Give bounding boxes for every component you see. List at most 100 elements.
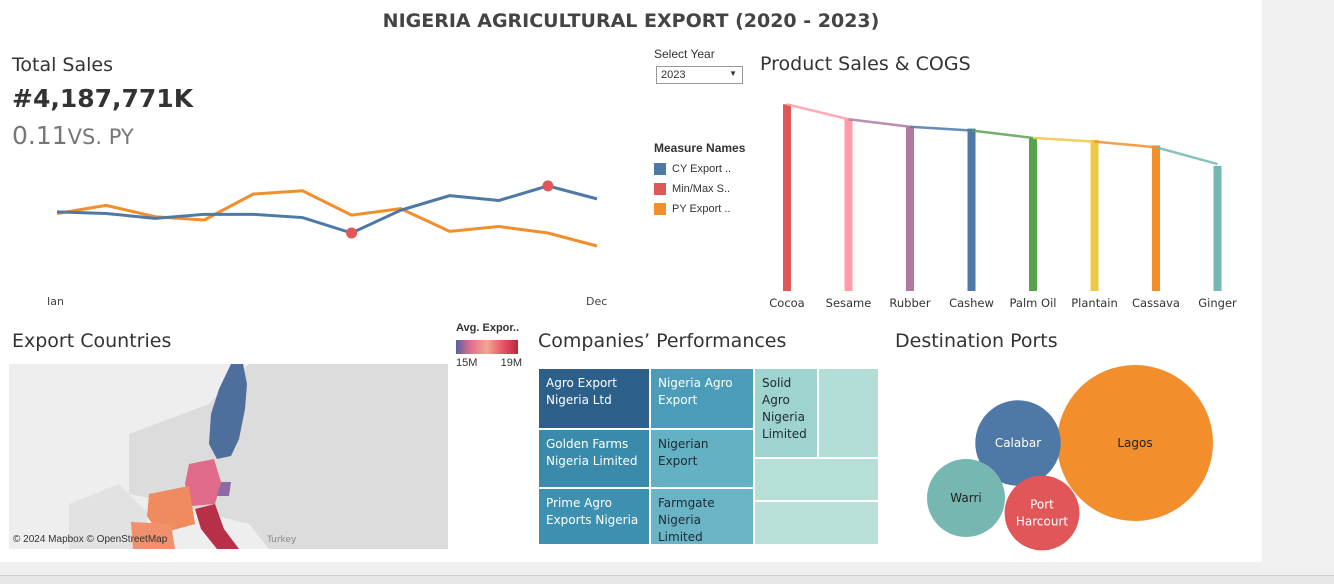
legend-item-cy[interactable]: CY Export .. — [654, 159, 745, 179]
kpi-delta: 0.11VS. PY — [12, 121, 134, 150]
port-label-warri: Warri — [950, 491, 981, 505]
line-series-py-export- — [56, 189, 598, 248]
bar-rubber — [906, 126, 914, 291]
cogs-line-segment-0 — [786, 103, 849, 121]
map-attribution: © 2024 Mapbox © OpenStreetMap — [13, 534, 168, 545]
port-label-port-harcourt: Port — [1030, 498, 1054, 512]
cogs-line-segment-1 — [848, 118, 911, 128]
legend-swatch-minmax — [654, 183, 666, 195]
treemap-cell-label: Limited — [762, 427, 807, 441]
map-legend-gradient — [456, 340, 518, 354]
treemap-cell-label: Nigeria Limited — [658, 513, 703, 544]
country-spain — [131, 522, 175, 549]
ports-title: Destination Ports — [895, 330, 1058, 352]
kpi-delta-label: VS. PY — [67, 125, 134, 149]
map-legend-min: 15M — [456, 357, 478, 369]
bar-label-ginger: Ginger — [1198, 296, 1237, 310]
map-legend-title: Avg. Expor.. — [456, 322, 520, 334]
treemap-cell-label: Farmgate — [658, 496, 715, 510]
port-bubble-warri — [927, 459, 1005, 537]
export-map[interactable]: Turkey © 2024 Mapbox © OpenStreetMap — [9, 364, 448, 549]
legend-label-py: PY Export .. — [672, 203, 731, 215]
kpi-value: #4,187,771K — [12, 84, 194, 113]
legend-swatch-cy — [654, 163, 666, 175]
bottom-tab-strip — [0, 575, 1334, 584]
treemap-cell-label: Golden Farms — [546, 437, 629, 451]
minmax-point-1 — [542, 180, 554, 192]
map-svg: Turkey — [69, 364, 448, 549]
dashboard-title: NIGERIA AGRICULTURAL EXPORT (2020 - 2023… — [382, 10, 880, 32]
country-sweden — [209, 364, 247, 459]
legend-item-minmax[interactable]: Min/Max S.. — [654, 179, 745, 199]
treemap-cell-label: Nigeria Agro — [658, 376, 733, 390]
cogs-line-segment-4 — [1032, 136, 1095, 143]
treemap-cell-label: Nigeria — [762, 410, 805, 424]
bar-cocoa — [783, 104, 791, 291]
treemap-cell-label: Export — [658, 454, 698, 468]
treemap-cell-unlabeled-9[interactable] — [754, 501, 879, 545]
kpi-title: Total Sales — [12, 54, 113, 76]
companies-treemap: Agro Export Nigeria Ltd Golden Farms Nigeri… — [538, 368, 879, 545]
cogs-line-segment-6 — [1155, 146, 1218, 166]
sales-line-chart: Jan Dec — [46, 180, 607, 305]
port-bubble-port-harcourt — [1004, 475, 1080, 551]
map-legend: Avg. Expor.. 15M 19M — [456, 322, 522, 369]
treemap-cell-solid-agro-nigeria-limited[interactable]: Solid Agro Nigeria Limited — [754, 368, 818, 458]
treemap-cell-nigerian-export[interactable]: Nigerian Export — [650, 429, 754, 488]
kpi-delta-value: 0.11 — [12, 121, 68, 150]
bar-ginger — [1213, 165, 1222, 291]
legend-label-minmax: Min/Max S.. — [672, 183, 731, 195]
ports-bubble-chart: Lagos Calabar Warri Port Harcourt — [927, 365, 1213, 551]
treemap-cell-prime-agro-exports-nigeria[interactable]: Prime Agro Exports Nigeria — [538, 488, 650, 545]
line-series-cy-export- — [56, 184, 598, 235]
map-label-turkey: Turkey — [266, 535, 297, 545]
dashboard: NIGERIA AGRICULTURAL EXPORT (2020 - 2023… — [0, 0, 1262, 562]
bar-palm-oil — [1029, 137, 1037, 291]
bar-sesame — [844, 119, 853, 291]
country-poland — [217, 482, 231, 496]
treemap-cell-label: Nigeria Limited — [546, 454, 638, 468]
companies-title: Companies’ Performances — [538, 330, 787, 352]
treemap-cell-unlabeled-8[interactable] — [754, 458, 879, 501]
year-select[interactable]: 2023 ▼ — [656, 66, 743, 84]
treemap-cell-golden-farms-nigeria-limited[interactable]: Golden Farms Nigeria Limited — [538, 429, 650, 488]
bar-label-rubber: Rubber — [889, 296, 930, 310]
bar-label-cassava: Cassava — [1132, 296, 1180, 310]
product-sales-title: Product Sales & COGS — [760, 53, 971, 75]
map-legend-max: 19M — [500, 357, 522, 369]
cogs-line-segment-3 — [971, 129, 1034, 140]
bar-plantain — [1090, 139, 1099, 291]
treemap-cell-label: Agro — [762, 393, 790, 407]
bar-label-cashew: Cashew — [949, 296, 994, 310]
bar-label-sesame: Sesame — [826, 296, 872, 310]
bar-label-palm-oil: Palm Oil — [1010, 296, 1057, 310]
treemap-cell-unlabeled-7[interactable] — [818, 368, 879, 458]
treemap-cell-label: Exports Nigeria — [546, 513, 639, 527]
year-select-value: 2023 — [661, 69, 686, 81]
port-label-calabar: Calabar — [995, 436, 1041, 450]
treemap-cell-label: Nigerian — [658, 437, 709, 451]
country-france — [147, 486, 195, 534]
port-label-lagos: Lagos — [1117, 436, 1152, 450]
measure-legend: Measure Names CY Export .. Min/Max S.. P… — [654, 141, 745, 219]
year-filter-label: Select Year — [654, 47, 715, 61]
treemap-cell-label: Solid — [762, 376, 792, 390]
port-bubble-lagos — [1057, 365, 1213, 521]
treemap-cell-nigeria-agro-export[interactable]: Nigeria Agro Export — [650, 368, 754, 429]
treemap-cell-label: Prime Agro — [546, 496, 613, 510]
bar-cashew — [967, 128, 976, 291]
legend-label-cy: CY Export .. — [672, 163, 732, 175]
chevron-down-icon: ▼ — [729, 69, 737, 78]
treemap-cell-farmgate-nigeria-limited[interactable]: Farmgate Nigeria Limited — [650, 488, 754, 545]
cogs-line-segment-5 — [1094, 140, 1157, 149]
treemap-cell-label: Export — [658, 393, 698, 407]
bar-cassava — [1152, 145, 1160, 291]
port-label-port-harcourt: Harcourt — [1016, 515, 1069, 529]
treemap-cell-agro-export-nigeria-ltd[interactable]: Agro Export Nigeria Ltd — [538, 368, 650, 429]
land-shape-2 — [69, 484, 149, 549]
cogs-line-segment-2 — [909, 125, 972, 132]
treemap-cell-label: Nigeria Ltd — [546, 393, 612, 407]
port-bubble-calabar — [975, 400, 1061, 486]
legend-item-py[interactable]: PY Export .. — [654, 199, 745, 219]
legend-swatch-py — [654, 203, 666, 215]
